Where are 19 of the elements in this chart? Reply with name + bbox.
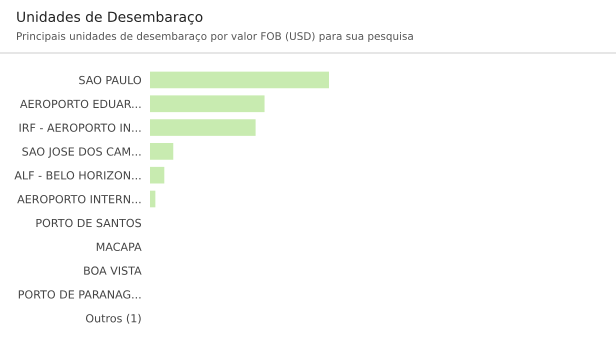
bar bbox=[150, 143, 174, 160]
y-tick-label: SAO PAULO bbox=[79, 76, 142, 84]
y-tick-label: PORTO DE SANTOS bbox=[36, 218, 142, 228]
chart-title: Unidades de Desembaraço bbox=[17, 11, 202, 25]
bar bbox=[150, 119, 256, 136]
y-tick-label: AEROPORTO EDUAR... bbox=[20, 100, 140, 108]
y-tick-label: AEROPORTO INTERN... bbox=[17, 194, 140, 204]
y-tick-label: SAO JOSE DOS CAM... bbox=[22, 147, 140, 158]
bar bbox=[150, 72, 329, 88]
chart-subtitle: Principais unidades de desembaraço por valor FOB (USD) para sua pesquisa bbox=[17, 32, 413, 42]
bar bbox=[150, 95, 265, 112]
y-tick-label: ALF - BELO HORIZON... bbox=[14, 171, 140, 180]
y-tick-label: Outros (1) bbox=[86, 314, 141, 324]
y-tick-label: BOA VISTA bbox=[84, 266, 142, 275]
y-tick-label: MACAPA bbox=[96, 242, 142, 252]
bar bbox=[150, 190, 156, 208]
y-tick-label: PORTO DE PARANAG... bbox=[18, 290, 140, 299]
y-tick-label: IRF - AEROPORTO IN... bbox=[20, 124, 140, 132]
bar bbox=[150, 166, 164, 184]
